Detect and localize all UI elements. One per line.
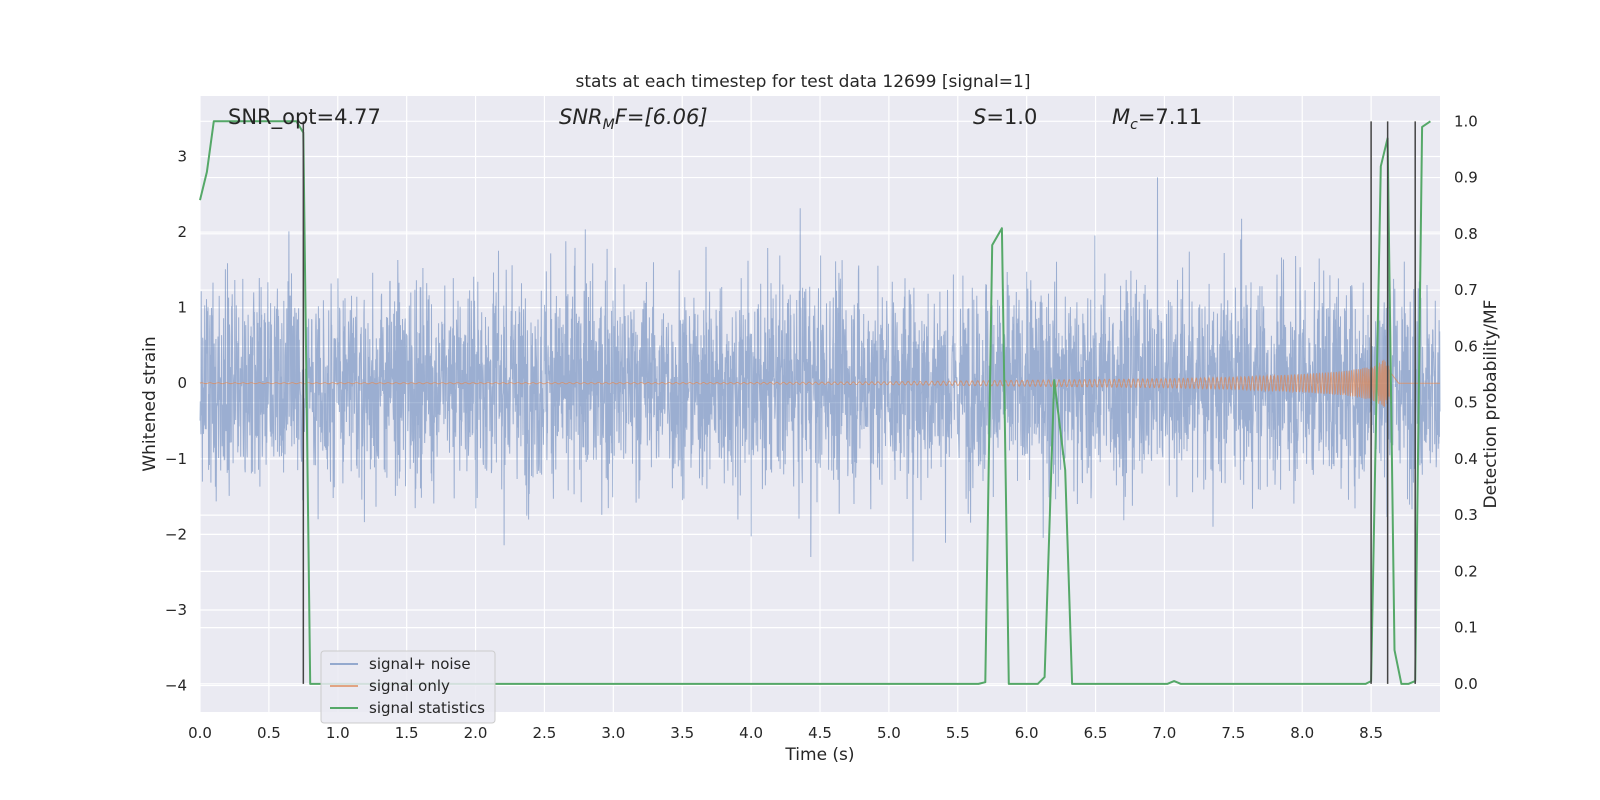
- x-tick-label: 1.0: [326, 724, 350, 742]
- x-tick-label: 7.5: [1221, 724, 1245, 742]
- legend-label-signal: signal only: [369, 677, 450, 695]
- y-axis-label: Whitened strain: [140, 336, 160, 471]
- y2-tick-label: 0.4: [1454, 450, 1478, 468]
- x-tick-label: 3.0: [601, 724, 625, 742]
- mc-sub: c: [1130, 117, 1138, 133]
- x-tick-label: 8.5: [1359, 724, 1383, 742]
- x-tick-label: 4.0: [739, 724, 763, 742]
- signal-line: [199, 359, 1440, 407]
- annotation-mc: Mc=7.11: [1112, 105, 1202, 133]
- y2-axis-label: Detection probability/MF: [1481, 300, 1501, 509]
- stats-line: [199, 120, 1431, 685]
- y-tick-label: −3: [165, 601, 187, 619]
- x-tick-label: 5.5: [946, 724, 970, 742]
- y-tick-label: 2: [177, 223, 187, 241]
- y2-tick-label: 0.5: [1454, 394, 1478, 412]
- y2-tick-label: 0.3: [1454, 506, 1478, 524]
- legend-label-stats: signal statistics: [369, 699, 485, 717]
- noise-line: [199, 177, 1441, 562]
- noise-series: [199, 177, 1441, 562]
- x-tick-label: 8.0: [1290, 724, 1314, 742]
- y2-tick-label: 0.0: [1454, 675, 1478, 693]
- annotation-s: S=1.0: [973, 105, 1037, 129]
- legend: signal+ noise signal only signal statist…: [320, 650, 496, 724]
- snr-mf-sub: M: [603, 117, 615, 133]
- x-tick-label: 2.0: [464, 724, 488, 742]
- x-tick-label: 0.5: [257, 724, 281, 742]
- x-tick-label: 3.5: [670, 724, 694, 742]
- y2-tick-label: 0.9: [1454, 169, 1478, 187]
- x-ticks: 0.0 0.5 1.0 1.5 2.0 2.5 3.0 3.5 4.0 4.5 5.0 5.5 6.0 6…: [188, 724, 1383, 742]
- y-ticks: −4 −3 −2 −1 0 1 2 3: [165, 147, 187, 694]
- legend-box: [320, 650, 496, 724]
- x-tick-label: 5.0: [877, 724, 901, 742]
- y2-tick-label: 0.6: [1454, 337, 1478, 355]
- y2-tick-label: 0.7: [1454, 281, 1478, 299]
- x-tick-label: 1.5: [395, 724, 419, 742]
- y-tick-label: 1: [177, 299, 187, 317]
- y2-ticks: 0.0 0.1 0.2 0.3 0.4 0.5 0.6 0.7 0.8 0.9 1.0: [1454, 112, 1478, 693]
- y2-tick-label: 0.8: [1454, 225, 1478, 243]
- y-tick-label: 0: [177, 374, 187, 392]
- x-tick-label: 4.5: [808, 724, 832, 742]
- y2-tick-label: 0.1: [1454, 619, 1478, 637]
- y2-tick-label: 1.0: [1454, 112, 1478, 130]
- snr-mf-rest: F=[6.06]: [615, 105, 708, 129]
- s-rest: =1.0: [986, 105, 1037, 129]
- annotation-snr-mf: SNRMF=[6.06]: [559, 105, 708, 133]
- y-tick-label: −4: [165, 677, 187, 695]
- x-tick-label: 6.0: [1015, 724, 1039, 742]
- x-tick-label: 2.5: [533, 724, 557, 742]
- annotation-snr-opt: SNR_opt=4.77: [228, 105, 381, 130]
- y-tick-label: 3: [177, 147, 187, 165]
- y-tick-label: −1: [165, 450, 187, 468]
- s-var: S: [973, 105, 986, 129]
- chart-title: stats at each timestep for test data 126…: [576, 72, 1031, 92]
- snr-mf-main: SNR: [559, 105, 603, 129]
- stats-series: [199, 120, 1431, 685]
- legend-label-noise: signal+ noise: [369, 655, 471, 673]
- x-tick-label: 7.0: [1153, 724, 1177, 742]
- x-tick-label: 6.5: [1084, 724, 1108, 742]
- mc-var: M: [1112, 105, 1130, 129]
- y2-tick-label: 0.2: [1454, 562, 1478, 580]
- vertical-lines: [302, 121, 1416, 684]
- signal-series: [199, 359, 1440, 407]
- y-tick-label: −2: [165, 525, 187, 543]
- mc-rest: =7.11: [1138, 105, 1202, 129]
- x-axis-label: Time (s): [784, 745, 854, 765]
- x-tick-label: 0.0: [188, 724, 212, 742]
